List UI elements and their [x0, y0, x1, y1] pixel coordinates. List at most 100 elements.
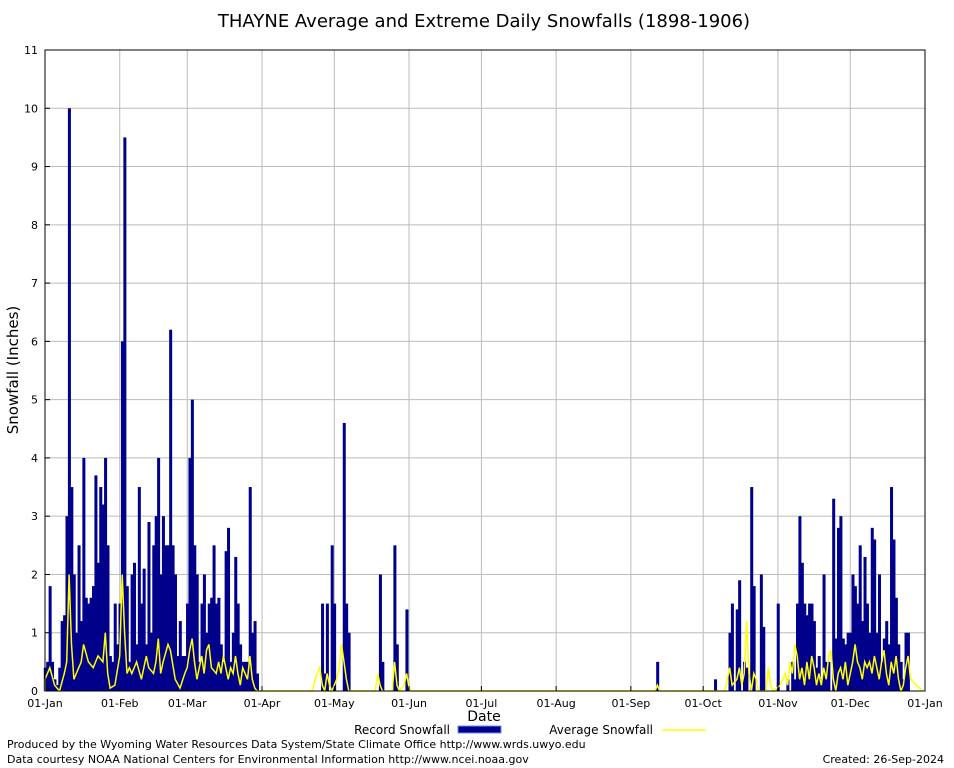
record-bar	[111, 661, 115, 691]
record-bar	[176, 656, 180, 691]
record-bar	[63, 615, 67, 691]
record-bar	[161, 516, 165, 691]
record-bar	[152, 545, 156, 691]
record-bar	[154, 516, 158, 691]
x-tick-label: 01-Jul	[465, 697, 497, 710]
y-tick-label: 3	[31, 510, 38, 523]
y-tick-label: 6	[31, 335, 38, 348]
record-bar	[243, 661, 247, 691]
record-bar	[130, 574, 134, 691]
record-bar	[735, 609, 739, 691]
record-bar	[198, 661, 202, 691]
y-tick-label: 2	[31, 568, 38, 581]
x-tick-label: 01-May	[314, 697, 355, 710]
record-bar	[405, 609, 409, 691]
y-tick-label: 0	[31, 685, 38, 698]
record-bar	[330, 545, 334, 691]
chart-title: THAYNE Average and Extreme Daily Snowfal…	[217, 11, 750, 32]
y-tick-label: 1	[31, 627, 38, 640]
record-bar	[67, 108, 71, 691]
record-bar	[730, 603, 734, 691]
record-bar	[188, 457, 192, 691]
y-tick-label: 4	[31, 452, 38, 465]
x-tick-label: 01-Oct	[685, 697, 723, 710]
record-bar	[94, 475, 98, 691]
record-bar	[877, 574, 881, 691]
footer-data-courtesy: Data courtesy NOAA National Centers for …	[7, 753, 529, 766]
record-bar	[738, 580, 742, 691]
record-bar	[205, 632, 209, 691]
record-bar	[347, 632, 351, 691]
record-bar	[810, 603, 814, 691]
record-bar	[236, 603, 240, 691]
record-bar	[745, 667, 749, 691]
record-bar	[323, 673, 327, 691]
legend-record-label: Record Snowfall	[354, 723, 450, 737]
record-bar	[104, 457, 108, 691]
record-bar	[897, 644, 901, 691]
record-bar	[856, 603, 860, 691]
record-bar	[325, 603, 329, 691]
record-bar	[656, 661, 660, 691]
record-bar	[333, 603, 337, 691]
record-bar	[858, 545, 862, 691]
record-bar	[210, 597, 214, 691]
x-tick-label: 01-Sep	[612, 697, 651, 710]
record-bar	[227, 527, 231, 691]
record-bar	[75, 632, 79, 691]
record-bar	[870, 527, 874, 691]
y-axis-label: Snowfall (Inches)	[4, 306, 22, 434]
record-bar	[832, 498, 836, 691]
record-bar	[140, 603, 144, 691]
legend-average-label: Average Snowfall	[549, 723, 653, 737]
record-bar	[800, 562, 804, 691]
record-bar	[195, 574, 199, 691]
record-bar	[239, 644, 243, 691]
record-bar	[776, 603, 780, 691]
record-bar	[742, 661, 746, 691]
record-bar	[101, 504, 105, 691]
record-bar	[46, 661, 50, 691]
record-bar	[887, 644, 891, 691]
record-bar	[890, 487, 894, 691]
record-bar	[231, 632, 235, 691]
record-bar	[904, 632, 908, 691]
record-bar	[166, 545, 170, 691]
record-bar	[178, 621, 182, 691]
record-bar	[123, 137, 127, 691]
grid	[45, 50, 925, 691]
record-bar	[96, 562, 100, 691]
record-bar	[839, 516, 843, 691]
record-bar	[880, 661, 884, 691]
x-tick-label: 01-Jan	[27, 697, 63, 710]
legend: Record Snowfall Average Snowfall	[354, 723, 706, 737]
record-bar	[214, 603, 218, 691]
record-bar	[796, 603, 800, 691]
record-bar	[87, 603, 91, 691]
record-bar	[822, 574, 826, 691]
footer-produced-by: Produced by the Wyoming Water Resources …	[7, 738, 586, 751]
record-bar	[803, 603, 807, 691]
record-bar	[58, 667, 62, 691]
x-tick-label: 01-Dec	[831, 697, 870, 710]
record-bar	[135, 644, 139, 691]
record-bar	[241, 661, 245, 691]
record-bar	[393, 545, 397, 691]
record-bar	[750, 487, 754, 691]
record-bar	[106, 545, 110, 691]
record-bar	[892, 539, 896, 691]
x-tick-label: 01-Feb	[101, 697, 138, 710]
record-bar	[222, 661, 226, 691]
record-bar	[381, 661, 385, 691]
plot-frame	[44, 49, 926, 692]
y-tick-label: 7	[31, 277, 38, 290]
record-bar	[255, 673, 259, 691]
x-tick-label: 01-Jun	[391, 697, 427, 710]
record-bar	[812, 621, 816, 691]
record-bar	[846, 632, 850, 691]
record-bar	[202, 574, 206, 691]
record-bar	[145, 644, 149, 691]
record-bar	[834, 638, 838, 691]
record-bar	[863, 556, 867, 691]
